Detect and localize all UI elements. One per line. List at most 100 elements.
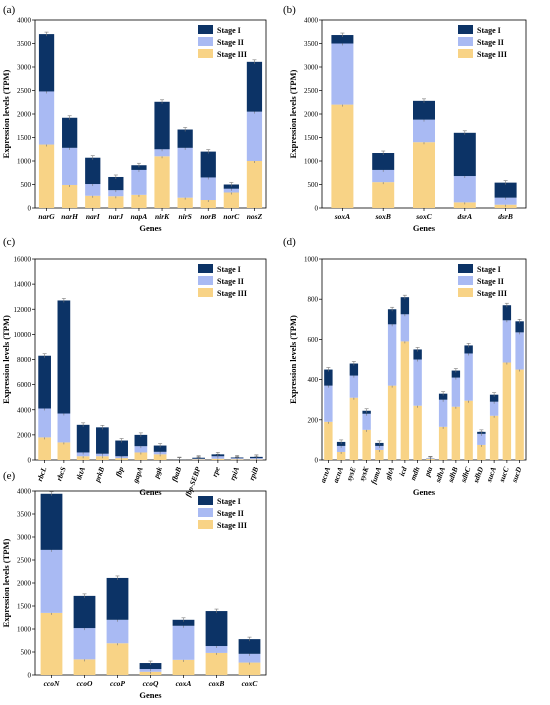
legend-label: Stage II (217, 38, 244, 47)
bar-segment-stage-iii (388, 386, 396, 460)
legend-swatch (198, 49, 213, 58)
bar-segment-stage-i (372, 153, 394, 170)
y-tick-label: 4000 (304, 17, 319, 25)
y-tick-label: 8000 (17, 356, 32, 364)
panel-e: (e)05001000150020002500300035004000Expre… (1, 470, 266, 700)
legend-label: Stage III (217, 50, 247, 59)
legend-swatch (198, 37, 213, 46)
bar-segment-stage-iii (490, 416, 498, 460)
x-tick-label: icd (397, 465, 409, 477)
bar-segment-stage-ii (331, 44, 353, 105)
bar-segment-stage-iii (74, 659, 96, 675)
y-axis-label: Expression levels (TPM) (288, 70, 298, 159)
legend-label: Stage III (217, 289, 247, 298)
y-tick-label: 2500 (17, 557, 32, 565)
legend-swatch (458, 276, 473, 285)
y-axis-label: Expression levels (TPM) (288, 315, 298, 404)
y-tick-label: 4000 (17, 406, 32, 414)
legend-label: Stage I (477, 265, 501, 274)
bar-segment-stage-iii (413, 406, 421, 460)
bar-segment-stage-iii (413, 142, 435, 208)
bar-segment-stage-iii (464, 401, 472, 460)
legend-label: Stage II (217, 509, 244, 518)
x-tick-label: mdh (408, 466, 421, 482)
y-tick-label: 2000 (17, 431, 32, 439)
bar-segment-stage-i (38, 356, 51, 409)
bar-segment-stage-iii (38, 437, 51, 460)
y-tick-label: 1000 (17, 626, 32, 634)
legend-swatch (198, 264, 213, 273)
bar-segment-stage-i (201, 152, 216, 178)
bar-segment-stage-i (85, 158, 100, 184)
x-tick-label: dsrA (458, 212, 473, 221)
panel-label: (a) (3, 4, 16, 16)
y-tick-label: 3500 (17, 40, 32, 48)
legend-label: Stage II (477, 38, 504, 47)
bar-segment-stage-i (115, 441, 128, 457)
x-axis-label: Genes (139, 690, 162, 700)
legend-swatch (458, 288, 473, 297)
x-tick-label: nirS (178, 212, 191, 221)
bar-segment-stage-ii (131, 170, 146, 195)
bar-segment-stage-i (206, 611, 228, 646)
y-tick-label: 3000 (17, 64, 32, 72)
x-tick-label: narJ (109, 212, 124, 221)
bar-segment-stage-ii (401, 314, 409, 341)
x-tick-label: sdhD (471, 465, 486, 485)
bar-segment-stage-iii (372, 182, 394, 208)
y-tick-label: 0 (28, 205, 32, 213)
y-tick-label: 800 (308, 296, 319, 304)
y-tick-label: 14000 (14, 281, 32, 289)
y-tick-label: 600 (308, 336, 319, 344)
bar-segment-stage-ii (362, 414, 370, 430)
y-tick-label: 1500 (304, 134, 319, 142)
bar-segment-stage-ii (324, 386, 332, 422)
y-tick-label: 10000 (14, 331, 32, 339)
y-tick-label: 1000 (17, 158, 32, 166)
y-tick-label: 16000 (14, 256, 32, 264)
legend-label: Stage III (477, 50, 507, 59)
bar-segment-stage-ii (503, 320, 511, 362)
bar-segment-stage-i (41, 494, 63, 550)
y-tick-label: 500 (21, 181, 32, 189)
y-tick-label: 0 (315, 457, 319, 465)
bar-segment-stage-iii (350, 398, 358, 460)
x-tick-label: rbcS (54, 466, 67, 482)
bar-segment-stage-iii (401, 341, 409, 460)
x-tick-label: sdhB (446, 466, 460, 485)
x-tick-label: sucD (509, 465, 523, 484)
x-tick-label: tktA (74, 466, 87, 481)
bar-segment-stage-ii (413, 120, 435, 143)
bar-segment-stage-i (107, 578, 129, 620)
x-axis-label: Genes (139, 487, 162, 497)
bar-segment-stage-ii (413, 360, 421, 406)
bar-segment-stage-i (96, 427, 109, 453)
x-tick-label: narG (38, 212, 55, 221)
y-tick-label: 1500 (17, 134, 32, 142)
bar-segment-stage-iii (452, 407, 460, 460)
x-tick-label: gapA (130, 466, 144, 485)
legend-label: Stage II (477, 277, 504, 286)
y-tick-label: 400 (308, 376, 319, 384)
x-tick-label: sdhA (433, 466, 447, 485)
y-tick-label: 3000 (17, 534, 32, 542)
bar-segment-stage-ii (454, 176, 476, 202)
y-tick-label: 0 (28, 672, 32, 680)
x-tick-label: rpiB (247, 466, 260, 482)
bar-segment-stage-ii (173, 626, 195, 660)
legend-swatch (458, 264, 473, 273)
y-tick-label: 12000 (14, 306, 32, 314)
x-tick-label: norC (223, 212, 240, 221)
x-tick-label: pgk (151, 465, 164, 480)
x-tick-label: coxB (209, 679, 225, 688)
y-tick-label: 500 (308, 181, 319, 189)
bar-segment-stage-i (495, 183, 517, 198)
bar-segment-stage-i (39, 34, 54, 91)
x-tick-label: norB (200, 212, 216, 221)
x-tick-label: dsrB (498, 212, 513, 221)
panel-c: (c)0200040006000800010000120001400016000… (1, 236, 266, 498)
x-tick-label: ccoQ (143, 679, 159, 688)
bar-segment-stage-iii (39, 145, 54, 208)
y-tick-label: 3500 (304, 40, 319, 48)
